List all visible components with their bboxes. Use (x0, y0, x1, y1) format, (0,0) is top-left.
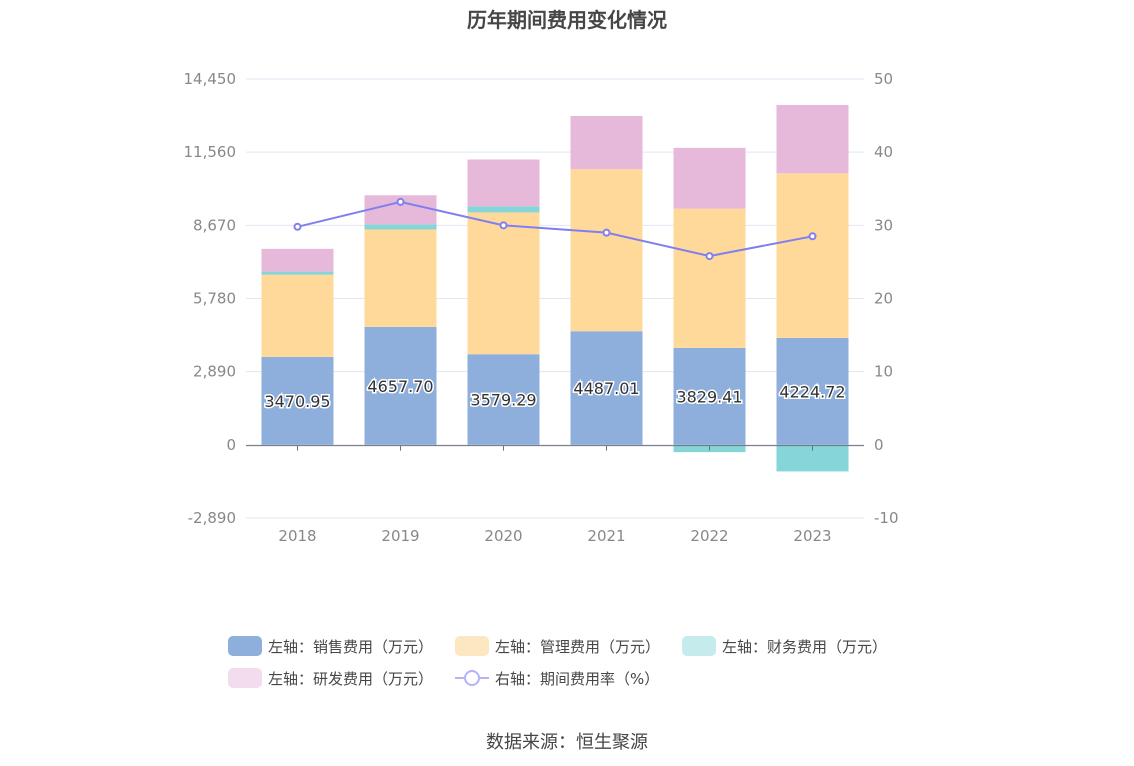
bar-value-label: 4487.01 (573, 379, 639, 398)
bar-segment (261, 271, 334, 275)
x-tick-label: 2023 (793, 527, 831, 545)
bar-value-label: 3829.41 (676, 387, 742, 406)
legend-line-icon (455, 668, 490, 688)
left-tick-label: 8,670 (193, 216, 236, 234)
right-tick-label: 40 (874, 143, 893, 161)
bar-labels: 3470.95 4657.70 3579.29 4487.01 3829.41 4224.… (263, 375, 847, 412)
grid-lines (246, 78, 864, 519)
right-tick-label: 30 (874, 216, 893, 234)
bar-value-label: 4657.70 (367, 377, 433, 396)
x-tick-label: 2020 (484, 527, 522, 545)
left-axis: 14,450 11,560 8,670 5,780 2,890 0 -2,890 (184, 70, 237, 527)
legend: 左轴：销售费用（万元） 左轴：管理费用（万元） 左轴：财务费用（万元） 左轴：研… (228, 630, 928, 694)
left-tick-label: 5,780 (193, 290, 236, 308)
left-tick-label: -2,890 (188, 509, 236, 527)
bar-value-label: 4224.72 (779, 382, 845, 401)
rate-point (293, 222, 302, 231)
bar-segment (467, 212, 540, 355)
left-tick-label: 11,560 (184, 143, 237, 161)
bar-segment (467, 159, 540, 207)
right-tick-label: 20 (874, 290, 893, 308)
legend-label-rnd: 左轴：研发费用（万元） (268, 669, 434, 688)
legend-item-finance[interactable]: 左轴：财务费用（万元） (682, 636, 887, 657)
legend-item-sales[interactable]: 左轴：销售费用（万元） (228, 636, 433, 657)
right-tick-label: 50 (874, 70, 893, 88)
bar-segment (776, 173, 849, 338)
bar-segment (570, 169, 643, 332)
legend-item-admin[interactable]: 左轴：管理费用（万元） (455, 636, 660, 657)
rate-point (499, 221, 508, 230)
legend-item-rnd[interactable]: 左轴：研发费用（万元） (228, 668, 433, 689)
x-tick-label: 2019 (381, 527, 419, 545)
bar-segment (673, 147, 746, 209)
left-tick-label: 0 (226, 436, 236, 454)
legend-label-sales: 左轴：销售费用（万元） (268, 637, 434, 656)
bar-segment (364, 326, 437, 445)
rate-point (602, 228, 611, 237)
bar-segment (261, 274, 334, 357)
rate-line (293, 197, 817, 261)
right-tick-label: 0 (874, 436, 884, 454)
chart-title: 历年期间费用变化情况 (467, 8, 667, 32)
legend-swatch-finance (682, 636, 717, 656)
bar-segment (261, 356, 334, 445)
right-tick-label: 10 (874, 363, 893, 381)
bar-segment (467, 354, 540, 445)
bar-segment (570, 116, 643, 170)
bar-value-label: 3470.95 (264, 392, 330, 411)
legend-item-rate[interactable]: 右轴：期间费用率（%） (455, 668, 659, 689)
bar-segment (570, 331, 643, 445)
bar-segment (673, 208, 746, 348)
legend-swatch-sales (228, 636, 262, 656)
left-tick-label: 2,890 (193, 363, 236, 381)
chart-canvas: 14,450 11,560 8,670 5,780 2,890 0 -2,890 50 40 3… (184, 70, 899, 545)
x-tick-label: 2022 (690, 527, 728, 545)
bar-segment (776, 337, 849, 445)
legend-swatch-admin (455, 636, 490, 656)
rate-point (808, 232, 817, 241)
right-tick-label: -10 (874, 509, 899, 527)
bar-segment (261, 248, 334, 272)
bar-segment (364, 229, 437, 327)
bar-segment (776, 104, 849, 174)
legend-swatch-rnd (228, 668, 262, 688)
bar-segment (673, 347, 746, 445)
bar-segment (364, 224, 437, 230)
legend-label-admin: 左轴：管理费用（万元） (495, 637, 661, 656)
data-source: 数据来源：恒生聚源 (486, 732, 648, 753)
bar-value-label: 3579.29 (470, 391, 536, 410)
x-axis: 2018 2019 2020 2021 2022 2023 (246, 445, 864, 545)
rate-line-path (297, 200, 813, 258)
bar-segment (467, 206, 540, 213)
right-axis: 50 40 30 20 10 0 -10 (874, 70, 899, 527)
x-tick-label: 2021 (587, 527, 625, 545)
rate-point (705, 252, 714, 261)
x-tick-label: 2018 (278, 527, 316, 545)
legend-label-rate: 右轴：期间费用率（%） (495, 669, 660, 688)
bar-series (261, 104, 849, 472)
rate-point (396, 197, 405, 206)
left-tick-label: 14,450 (184, 70, 237, 88)
legend-label-finance: 左轴：财务费用（万元） (722, 637, 888, 656)
